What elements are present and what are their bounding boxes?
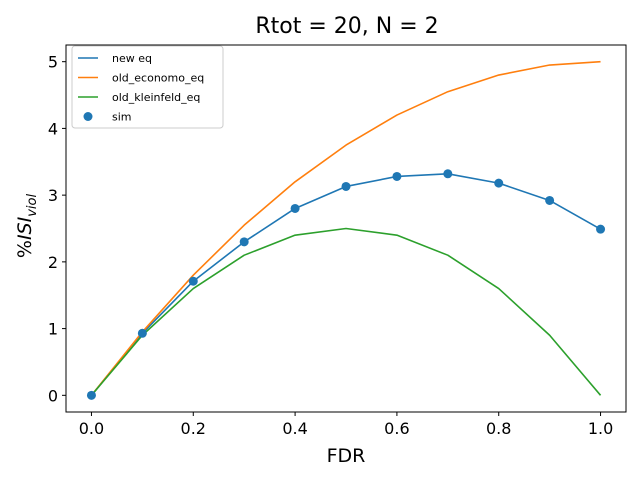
plot-area bbox=[86, 60, 606, 400]
y-axis-label-prefix: % bbox=[14, 240, 36, 258]
scatter-point-sim bbox=[188, 276, 198, 286]
x-tick-label: 1.0 bbox=[588, 419, 613, 438]
y-tick-label: 4 bbox=[48, 119, 58, 138]
y-tick-label: 5 bbox=[48, 53, 58, 72]
scatter-point-sim bbox=[443, 169, 453, 179]
axes: 0.0 0.2 0.4 0.6 0.8 1.0 0 1 2 3 4 5 bbox=[48, 44, 627, 438]
series-line-old-economo-eq bbox=[90, 60, 601, 396]
scatter-point-sim bbox=[290, 203, 300, 213]
scatter-point-sim bbox=[86, 390, 96, 400]
scatter-point-sim bbox=[494, 178, 504, 188]
scatter-point-sim bbox=[137, 328, 147, 338]
legend-label: sim bbox=[112, 111, 132, 124]
legend-swatch-marker bbox=[83, 112, 93, 121]
x-tick-label: 0.4 bbox=[282, 419, 307, 438]
y-tick-label: 2 bbox=[48, 253, 58, 272]
x-tick-label: 0.6 bbox=[384, 419, 409, 438]
chart-title: Rtot = 20, N = 2 bbox=[255, 14, 438, 39]
scatter-point-sim bbox=[341, 181, 351, 191]
scatter-point-sim bbox=[239, 237, 249, 247]
x-tick-label: 0.2 bbox=[181, 419, 206, 438]
y-axis-label-main: ISI bbox=[14, 216, 36, 240]
axes-frame bbox=[65, 44, 627, 413]
series-line-old-kleinfeld-eq bbox=[90, 227, 602, 396]
y-axis-label: %ISIviol bbox=[14, 194, 40, 259]
scatter-point-sim bbox=[545, 195, 555, 205]
y-tick-label: 1 bbox=[48, 320, 58, 339]
legend-label: old_kleinfeld_eq bbox=[112, 91, 200, 104]
legend-label: new eq bbox=[112, 52, 152, 65]
legend-label: old_economo_eq bbox=[112, 72, 204, 85]
x-tick-label: 0.0 bbox=[79, 419, 104, 438]
scatter-point-sim bbox=[596, 224, 606, 234]
scatter-point-sim bbox=[392, 171, 402, 181]
series-line-new-eq bbox=[90, 172, 601, 396]
x-tick-label: 0.8 bbox=[486, 419, 511, 438]
y-tick-label: 3 bbox=[48, 186, 58, 205]
y-axis-label-sub: viol bbox=[25, 194, 40, 217]
y-tick-label: 0 bbox=[48, 386, 58, 405]
legend-box bbox=[71, 45, 224, 129]
x-axis-label: FDR bbox=[327, 445, 366, 467]
